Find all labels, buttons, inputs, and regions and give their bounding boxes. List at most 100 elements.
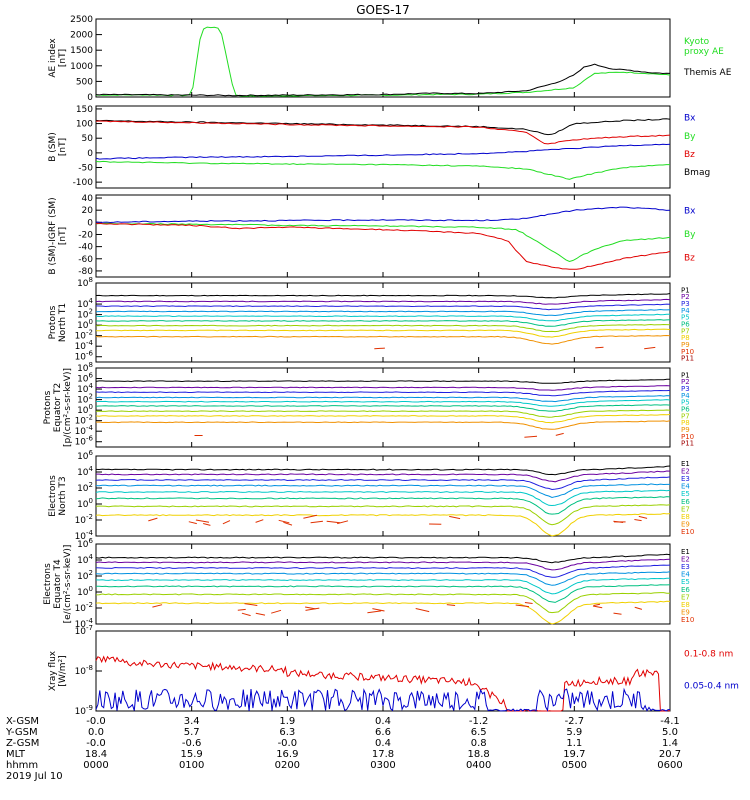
ephem-label: Y-GSM — [5, 727, 38, 738]
flux-line — [95, 298, 671, 305]
y-tick-label: 10-8 — [75, 664, 93, 677]
y-tick-label: 102 — [77, 393, 93, 406]
flux-line — [95, 496, 671, 515]
flux-line — [95, 323, 671, 333]
ephem-value: -0.0 — [86, 738, 106, 749]
y-tick-label: 100 — [77, 497, 93, 510]
y-tick-label: 104 — [77, 297, 93, 310]
legend-entry: P8 — [681, 334, 690, 342]
y-tick-label: 500 — [76, 77, 93, 87]
ephem-value: 1.9 — [279, 716, 295, 727]
ephem-date: 2019 Jul 10 — [6, 771, 63, 782]
y-tick-label: 100 — [77, 585, 93, 598]
flux-line — [95, 293, 671, 299]
legend-entry: E8 — [681, 513, 690, 521]
legend-entry: P4 — [681, 307, 690, 315]
legend-entry: P5 — [681, 399, 690, 407]
flux-sample — [595, 346, 604, 349]
flux-line — [95, 564, 671, 578]
flux-line — [95, 592, 670, 614]
y-tick-label: 106 — [77, 537, 93, 550]
y-tick-label: 100 — [76, 120, 93, 130]
flux-sample — [613, 612, 622, 615]
flux-sample — [367, 610, 382, 614]
ephem-value: 5.0 — [662, 727, 678, 738]
y-tick-label: -60 — [78, 255, 93, 265]
y-tick-label: 10-9 — [75, 704, 93, 717]
flux-line — [95, 378, 671, 384]
flux-line — [95, 476, 671, 491]
flux-sample — [188, 521, 197, 525]
panel-frame — [95, 194, 671, 278]
flux-sample — [634, 606, 643, 610]
flux-line — [95, 571, 671, 586]
y-tick-label: 10-2 — [75, 513, 93, 526]
y-tick-label: 2500 — [70, 15, 93, 25]
y-axis-title: Xray flux[W/m²] — [48, 650, 68, 691]
flux-sample — [638, 515, 648, 519]
ephem-value: 19.7 — [563, 749, 585, 760]
legend-entry: P6 — [681, 321, 690, 329]
legend-entry: P11 — [681, 440, 694, 448]
ephem-value: 1.4 — [662, 738, 678, 749]
panel-frame — [95, 630, 671, 712]
flux-line — [95, 483, 670, 499]
y-tick-label: 108 — [77, 361, 93, 374]
ephem-value: 16.9 — [276, 749, 298, 760]
flux-line — [95, 558, 671, 571]
flux-sample — [310, 520, 323, 524]
y-tick-label: 150 — [76, 105, 93, 115]
ephem-label: Z-GSM — [6, 738, 39, 749]
legend-entry: P7 — [681, 327, 690, 335]
y-tick-label: 1500 — [70, 46, 93, 56]
legend-entry: E5 — [681, 490, 690, 498]
ephem-value: 5.9 — [566, 727, 582, 738]
y-tick-label: 104 — [77, 553, 93, 566]
flux-line — [95, 600, 671, 625]
flux-line — [95, 465, 671, 476]
ephemeris-table: X-GSM -0.0 3.4 1.9 0.4 -1.2 -2.7 -4.1 Y-GSM 0.0 5.… — [5, 716, 683, 782]
legend-entry: By — [684, 230, 696, 240]
flux-sample — [241, 612, 251, 617]
legend-entry: E6 — [681, 586, 690, 594]
panel-frame — [95, 367, 671, 448]
ephem-value: 0300 — [370, 760, 395, 771]
y-tick-label: -20 — [78, 230, 93, 240]
flux-line — [95, 308, 671, 317]
panel-8: 10-7 10-8 10-9 Xray flux[W/m²] 0.1-0.8 nm 0.0… — [48, 624, 739, 717]
y-tick-label: 102 — [77, 569, 93, 582]
ephem-value: -1.2 — [469, 716, 489, 727]
legend-entry: E6 — [681, 498, 690, 506]
y-tick-label: 10-2 — [75, 414, 93, 427]
panel-frame — [95, 455, 671, 537]
legend-entry: Bx — [684, 207, 696, 217]
y-tick-label: 104 — [77, 465, 93, 478]
series-line — [95, 206, 671, 224]
y-tick-label: 100 — [77, 318, 93, 331]
ephem-value: 0200 — [275, 760, 300, 771]
y-tick-label: 0 — [87, 218, 93, 228]
ephem-value: 1.1 — [566, 738, 582, 749]
ephem-value: 0.8 — [471, 738, 487, 749]
ephem-value: 6.6 — [375, 727, 391, 738]
series-line — [95, 143, 671, 160]
legend-entry: E5 — [681, 578, 690, 586]
y-tick-label: 40 — [82, 194, 94, 204]
legend-entry: P11 — [681, 355, 694, 363]
ephem-value: -2.7 — [565, 716, 585, 727]
flux-sample — [148, 517, 158, 522]
ephem-label: MLT — [6, 749, 26, 760]
y-tick-label: 10-2 — [75, 601, 93, 614]
xray-long-line — [95, 655, 671, 712]
flux-line — [96, 399, 671, 407]
ephem-value: 0500 — [562, 760, 587, 771]
legend-entry: P7 — [681, 412, 690, 420]
panel-frame — [95, 543, 671, 625]
legend-entry: E8 — [681, 601, 690, 609]
y-axis-title: AE index[nT] — [48, 38, 68, 78]
legend-entry: Bmag — [684, 168, 710, 178]
ephem-value: 3.4 — [184, 716, 200, 727]
